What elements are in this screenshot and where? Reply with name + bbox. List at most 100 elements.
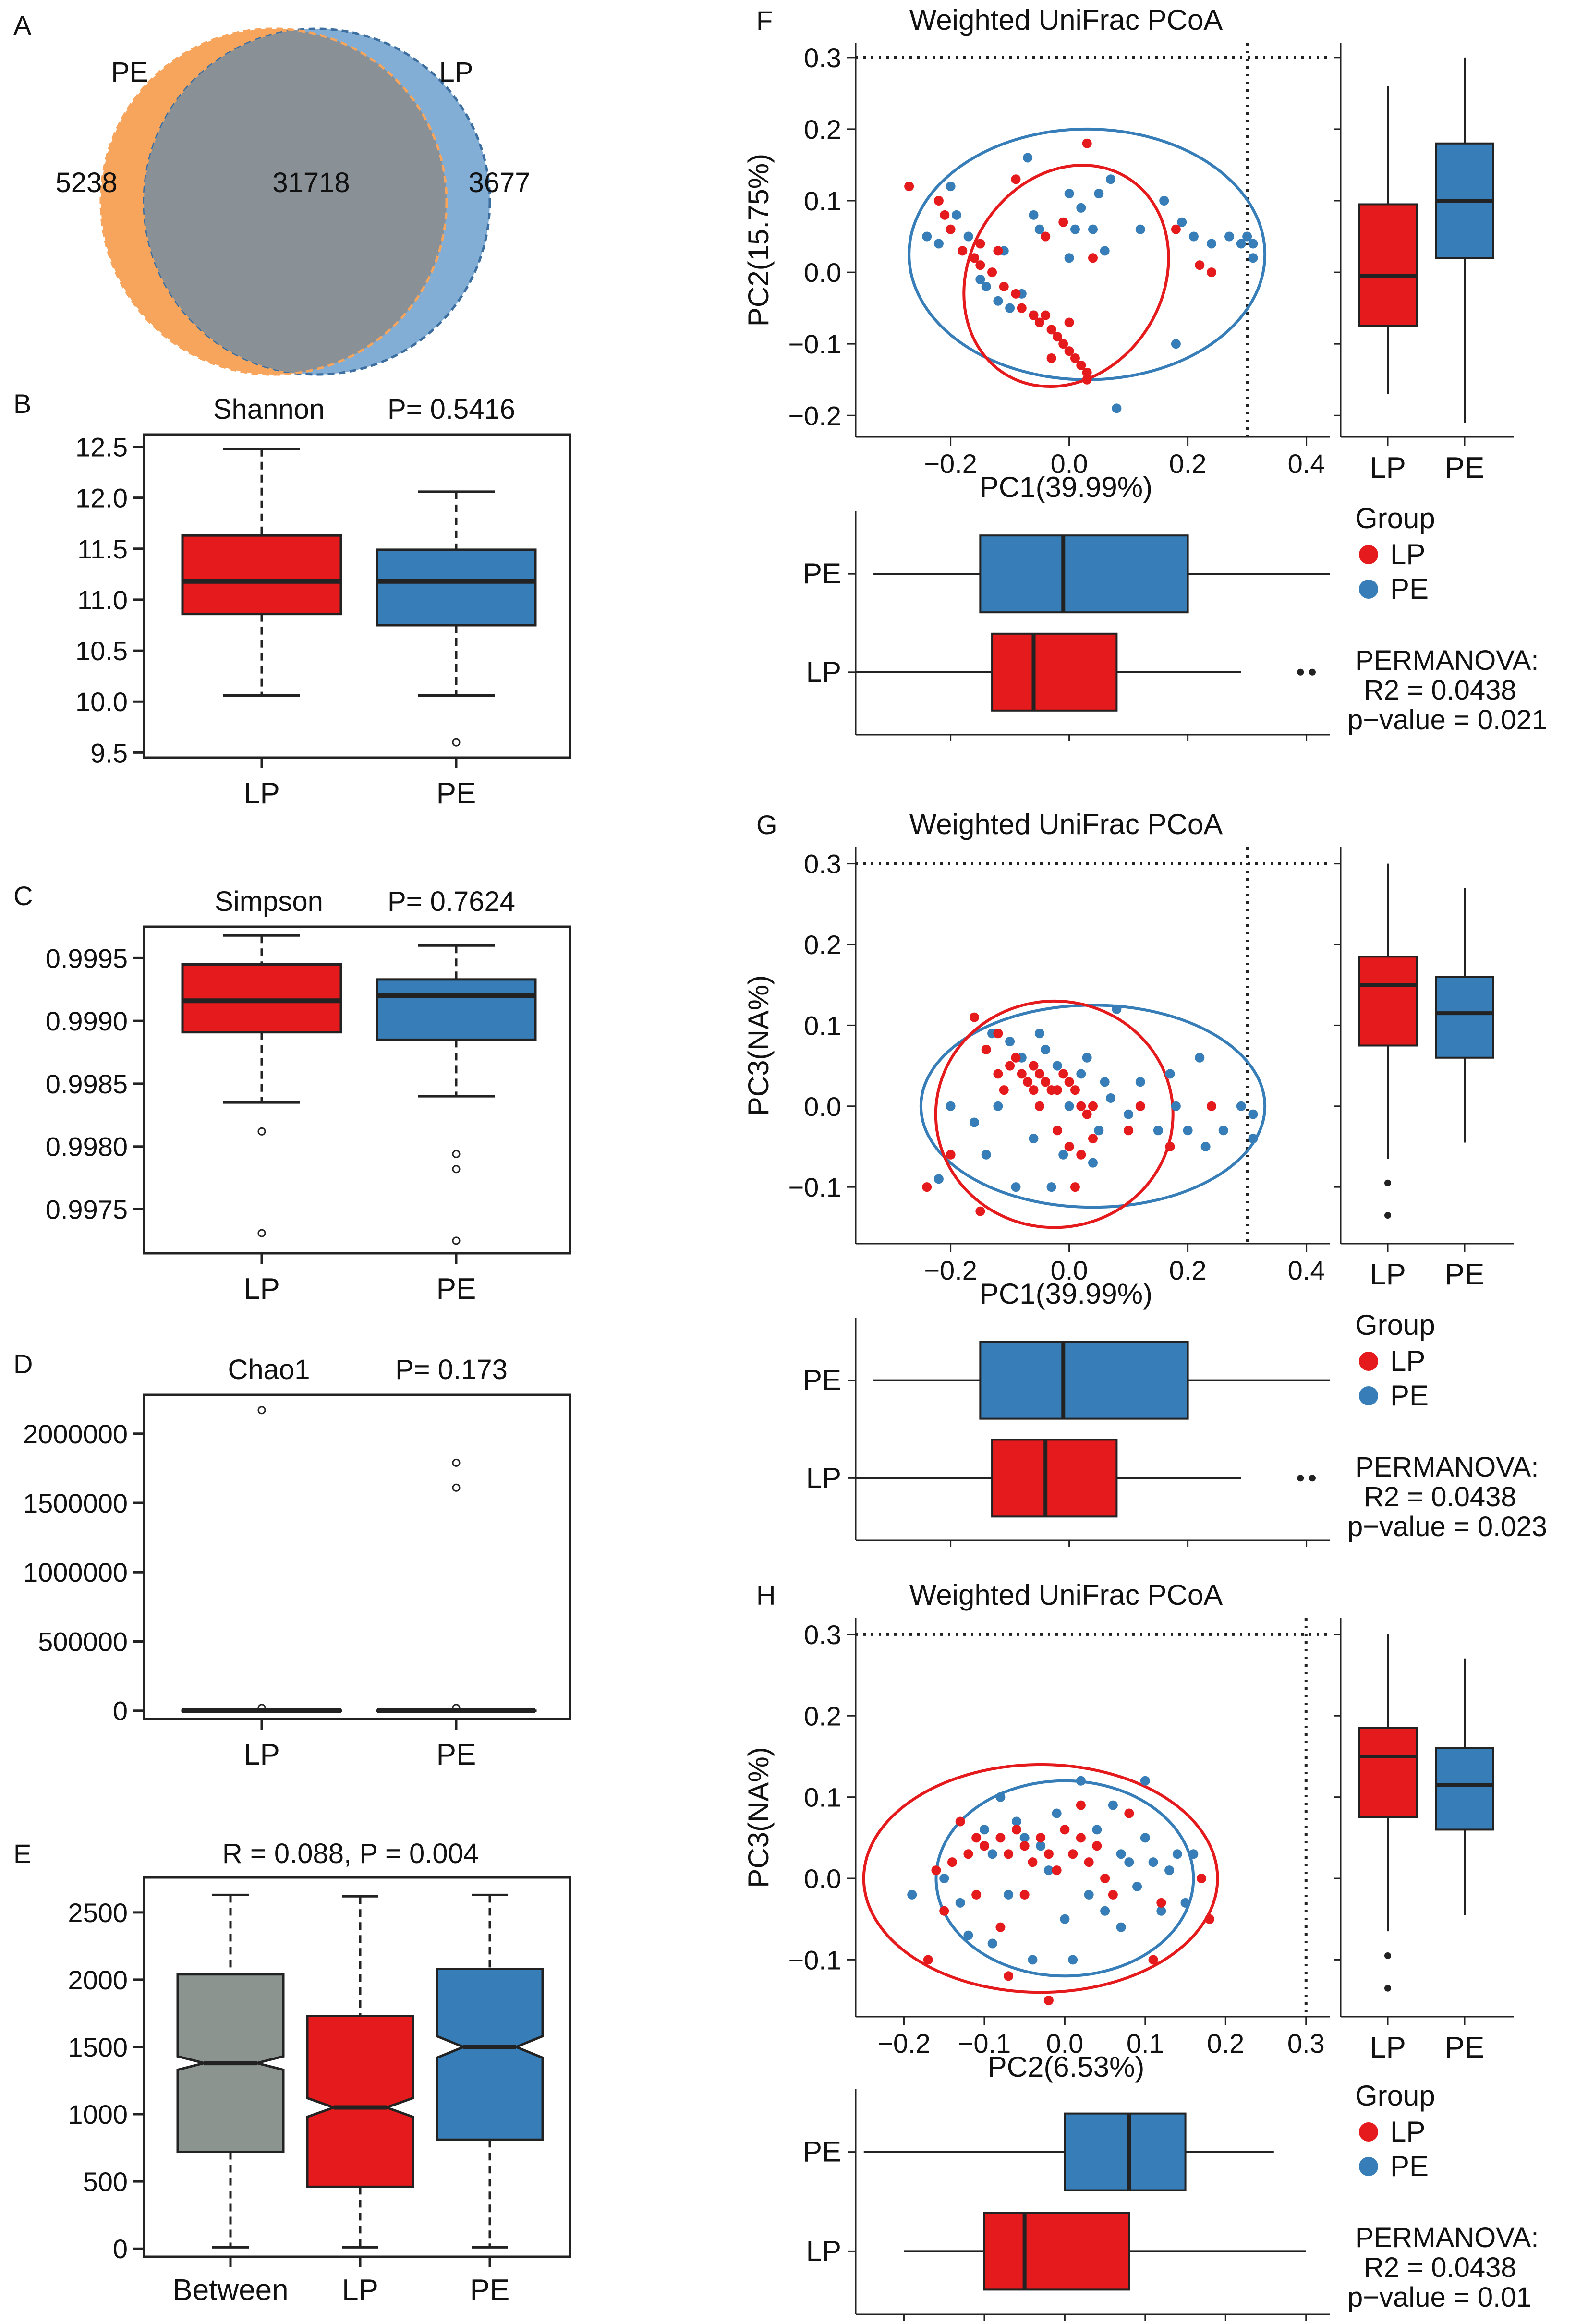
side-outlier [1384, 1212, 1391, 1219]
point-lp [1082, 1109, 1092, 1119]
point-lp [987, 267, 997, 278]
box-body [181, 534, 342, 616]
point-pe [1248, 1134, 1258, 1144]
legend-label-pe: PE [1390, 2150, 1429, 2182]
y-tick-label: 0.0 [804, 257, 841, 288]
ellipse-lp [862, 1763, 1219, 1994]
point-pe [1207, 239, 1216, 249]
point-lp [1076, 1101, 1086, 1111]
pcoa-y-label: PC3(NA%) [742, 975, 775, 1116]
point-lp [999, 281, 1009, 291]
point-pe [933, 239, 944, 249]
box-body [991, 1439, 1118, 1518]
x-tick-label: 0.0 [1051, 448, 1088, 479]
point-lp [1041, 231, 1051, 242]
alpha-panel-b: B Shannon P= 0.5416 9.5 10.0 10.5 11.0 11.5 12.0… [13, 388, 571, 810]
point-lp [1011, 289, 1021, 299]
point-lp [1076, 1833, 1086, 1843]
box-body [1358, 203, 1418, 327]
point-pe [933, 1174, 944, 1184]
permanova-pvalue: p−value = 0.021 [1347, 704, 1547, 736]
venn-overlap [144, 29, 447, 375]
point-pe [1112, 403, 1122, 413]
point-pe [1064, 1101, 1074, 1111]
point-pe [1034, 1029, 1044, 1039]
pcoa-panel-f: F Weighted UniFrac PCoA −0.2 −0.1 0.0 0.1 0.2 0… [742, 4, 1547, 741]
point-lp [970, 253, 979, 263]
point-pe [981, 281, 991, 291]
point-pe [1188, 1849, 1199, 1859]
permanova-pvalue: p−value = 0.01 [1347, 2282, 1532, 2313]
venn-pe-label: PE [111, 57, 148, 88]
point-pe [1076, 1776, 1086, 1786]
x-tick-label: LP [342, 2274, 378, 2307]
y-tick-label: 0.3 [804, 43, 841, 73]
x-tick-label: PE [436, 1738, 476, 1771]
x-tick-label: 0.2 [1169, 448, 1207, 479]
point-lp [1052, 1085, 1062, 1095]
point-lp [1011, 1825, 1021, 1835]
point-lp [1029, 1061, 1039, 1071]
bottom-y-label: LP [806, 1462, 841, 1494]
pcoa-x-label: PC1(39.99%) [980, 471, 1152, 503]
point-lp [1088, 1134, 1098, 1144]
y-tick-label: 0.0 [804, 1091, 841, 1122]
point-lp [1148, 1955, 1158, 1965]
point-lp [981, 1044, 991, 1054]
pcoa-y-label: PC3(NA%) [742, 1747, 775, 1888]
permanova-pvalue: p−value = 0.023 [1347, 1511, 1547, 1542]
panel-label-g: G [756, 810, 777, 840]
point-pe [1076, 1069, 1086, 1079]
point-pe [987, 1938, 997, 1949]
side-x-label: PE [1445, 1258, 1485, 1291]
point-pe [1164, 1865, 1175, 1876]
x-tick-label: LP [243, 1738, 280, 1771]
panel-label-f: F [756, 5, 773, 36]
box-body [1435, 1747, 1494, 1831]
point-pe [1060, 1914, 1070, 1924]
venn-pe-outline [99, 27, 448, 376]
point-pe [1011, 1816, 1021, 1827]
point-pe [1165, 1069, 1175, 1079]
point-lp [1019, 1841, 1030, 1851]
point-lp [1005, 1061, 1015, 1071]
point-lp [1108, 1889, 1118, 1900]
alpha-title: Shannon [213, 394, 325, 425]
point-lp [1135, 1101, 1145, 1111]
point-pe [1156, 1906, 1166, 1916]
point-lp [946, 1150, 956, 1160]
y-tick-label: 1000 [68, 2099, 128, 2130]
point-pe [1108, 1800, 1118, 1810]
point-pe [1094, 189, 1104, 199]
point-lp [1046, 325, 1056, 335]
plot-frame [143, 925, 571, 1255]
x-tick-label: PE [436, 1272, 476, 1306]
point-lp [1041, 310, 1051, 320]
point-lp [1165, 1141, 1175, 1151]
y-tick-label: 12.0 [75, 483, 128, 513]
side-outlier [1384, 1985, 1391, 1992]
box-body [979, 534, 1189, 614]
point-pe [1180, 1898, 1190, 1908]
point-pe [963, 231, 973, 242]
point-lp [1004, 1971, 1014, 1981]
anosim-panel: E R = 0.088, P = 0.004 0 500 1000 1500 2000 250… [13, 1838, 571, 2307]
y-tick-label: 0.3 [804, 849, 841, 879]
point-lp [1058, 217, 1068, 227]
point-pe [1188, 231, 1199, 242]
pcoa-title: Weighted UniFrac PCoA [909, 4, 1223, 36]
point-lp [947, 1857, 957, 1867]
y-tick-label: 0.9995 [46, 943, 128, 973]
x-tick-label: 0.2 [1207, 2028, 1244, 2058]
y-tick-label: 0 [113, 2234, 128, 2264]
bottom-outlier [1297, 668, 1304, 676]
point-lp [1052, 1126, 1062, 1136]
pcoa-panel-h: H Weighted UniFrac PCoA −0.1 0.0 0.1 0.2 0.3 −0… [742, 1579, 1539, 2321]
box-body [376, 978, 537, 1041]
y-tick-label: 0 [113, 1696, 128, 1726]
point-pe [1116, 1922, 1126, 1932]
point-pe [1236, 1101, 1246, 1111]
point-pe [1088, 224, 1098, 234]
point-lp [1082, 138, 1092, 148]
point-lp [1068, 1849, 1078, 1859]
